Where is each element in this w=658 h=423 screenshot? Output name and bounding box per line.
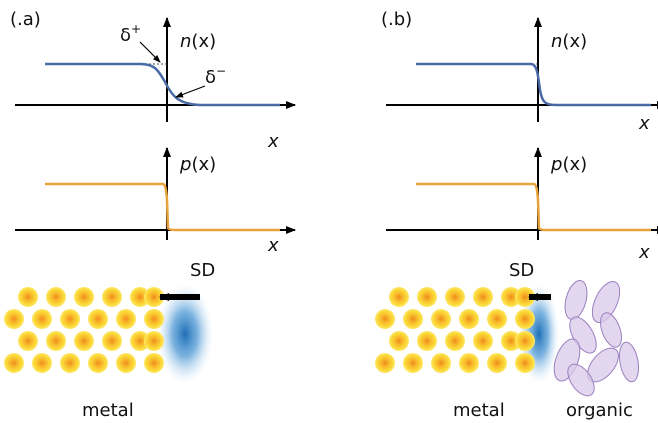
axes [15,18,295,240]
delta-minus: δ− [205,64,226,89]
sd-label: SD [190,260,215,281]
sup: + [131,22,141,36]
panel-b: (.b) n(x) p(x) x x SD metal organic [375,9,658,421]
atoms [4,287,164,373]
n-curve [416,64,651,105]
figure: (.a) n(x) p(x) x x δ+ δ− SD metal (.b) n… [0,0,658,423]
delta-plus: δ+ [120,22,141,47]
n-curve [45,64,280,105]
organic-molecules [549,277,641,400]
panel-label: (.a) [10,9,41,30]
axis-var: p [550,154,562,175]
axis-label: n(x) [551,31,587,52]
x-label: x [638,242,650,263]
sup: − [216,64,226,78]
axis-var: n [180,31,191,52]
axes [386,18,658,240]
axis-arg: (x) [191,154,216,175]
axis-arg: (x) [191,31,216,52]
x-label: x [267,235,279,256]
metal-label: metal [453,400,505,421]
axis-arg: (x) [562,31,587,52]
panel-label: (.b) [381,9,412,30]
symbol: δ [205,67,216,88]
organic-label: organic [566,400,633,421]
arrow [176,86,205,97]
x-label: x [267,131,279,152]
axis-label: p(x) [550,154,587,175]
axis-var: p [179,154,191,175]
atoms [375,287,535,373]
arrow [140,42,160,62]
axis-label: n(x) [180,31,216,52]
axis-arg: (x) [562,154,587,175]
panel-a: (.a) n(x) p(x) x x δ+ δ− SD metal [4,9,295,421]
symbol: δ [120,25,131,46]
metal-label: metal [82,400,134,421]
axis-label: p(x) [179,154,216,175]
axis-var: n [551,31,562,52]
x-label: x [638,113,650,134]
sd-label: SD [509,260,534,281]
